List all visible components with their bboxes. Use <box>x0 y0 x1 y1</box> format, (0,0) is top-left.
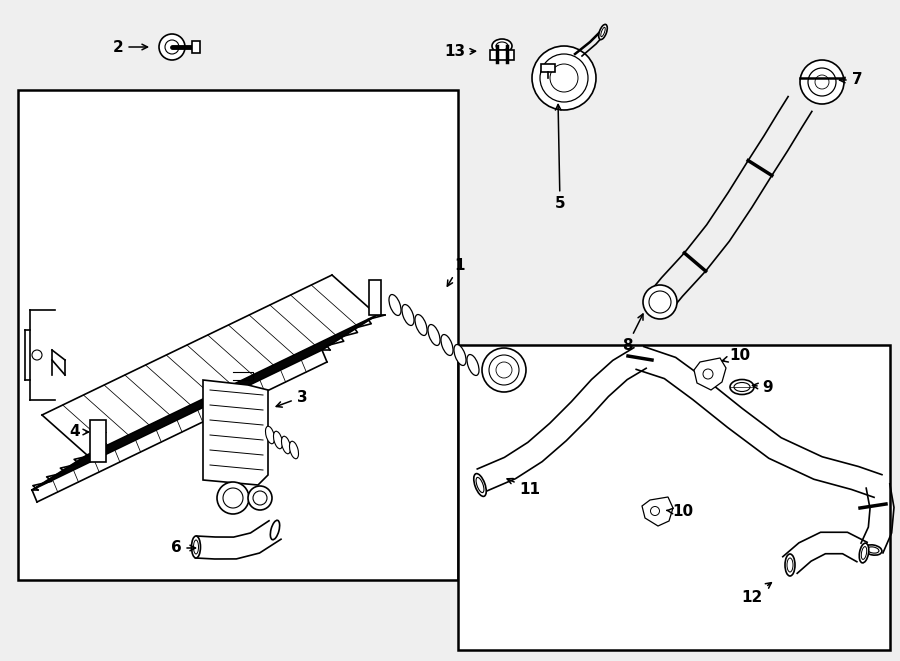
Ellipse shape <box>601 27 605 37</box>
Ellipse shape <box>864 545 882 555</box>
Ellipse shape <box>192 536 201 558</box>
Ellipse shape <box>402 305 414 325</box>
Bar <box>369 280 381 315</box>
Ellipse shape <box>734 383 750 391</box>
Text: 11: 11 <box>507 479 541 496</box>
Bar <box>541 64 555 72</box>
Polygon shape <box>694 358 726 390</box>
Text: 13: 13 <box>445 44 475 59</box>
Bar <box>192 41 200 53</box>
Ellipse shape <box>194 540 199 554</box>
Ellipse shape <box>861 547 867 559</box>
Circle shape <box>159 34 185 60</box>
Ellipse shape <box>454 344 466 366</box>
Circle shape <box>248 486 272 510</box>
Ellipse shape <box>476 477 484 492</box>
Ellipse shape <box>496 42 508 50</box>
Circle shape <box>489 355 519 385</box>
Circle shape <box>649 291 671 313</box>
Bar <box>458 345 890 650</box>
Circle shape <box>643 285 677 319</box>
Text: 10: 10 <box>723 348 751 364</box>
Ellipse shape <box>730 379 754 395</box>
Circle shape <box>532 46 596 110</box>
Circle shape <box>482 348 526 392</box>
Text: 5: 5 <box>554 104 565 212</box>
Circle shape <box>540 54 588 102</box>
Text: 6: 6 <box>171 541 195 555</box>
Circle shape <box>815 75 829 89</box>
Bar <box>18 90 458 580</box>
Ellipse shape <box>867 547 879 553</box>
Text: 4: 4 <box>69 424 88 440</box>
Bar <box>90 420 106 462</box>
Polygon shape <box>203 380 268 485</box>
Ellipse shape <box>415 315 427 336</box>
Text: 1: 1 <box>447 258 465 286</box>
Circle shape <box>165 40 179 54</box>
Circle shape <box>32 350 42 360</box>
Text: 7: 7 <box>840 73 862 87</box>
Polygon shape <box>642 497 673 526</box>
Ellipse shape <box>389 295 401 315</box>
Ellipse shape <box>860 543 868 563</box>
Circle shape <box>217 482 249 514</box>
Text: 12: 12 <box>742 582 771 605</box>
Circle shape <box>223 488 243 508</box>
Ellipse shape <box>290 442 299 459</box>
Ellipse shape <box>270 520 280 540</box>
Ellipse shape <box>785 554 795 576</box>
Circle shape <box>800 60 844 104</box>
Ellipse shape <box>441 334 453 356</box>
Circle shape <box>703 369 713 379</box>
Ellipse shape <box>428 325 440 346</box>
Ellipse shape <box>274 431 283 449</box>
Circle shape <box>550 64 578 92</box>
Circle shape <box>253 491 267 505</box>
Circle shape <box>496 362 512 378</box>
Text: 3: 3 <box>276 389 307 407</box>
Ellipse shape <box>492 39 512 53</box>
Bar <box>490 50 514 60</box>
Circle shape <box>651 506 660 516</box>
Ellipse shape <box>266 426 274 444</box>
Text: 8: 8 <box>622 314 643 354</box>
Circle shape <box>808 68 836 96</box>
Ellipse shape <box>473 473 486 496</box>
Ellipse shape <box>787 558 793 572</box>
Ellipse shape <box>282 436 291 453</box>
Text: 9: 9 <box>752 379 773 395</box>
Text: 10: 10 <box>667 504 694 520</box>
Ellipse shape <box>598 24 608 40</box>
Text: 2: 2 <box>112 40 148 54</box>
Ellipse shape <box>467 354 479 375</box>
